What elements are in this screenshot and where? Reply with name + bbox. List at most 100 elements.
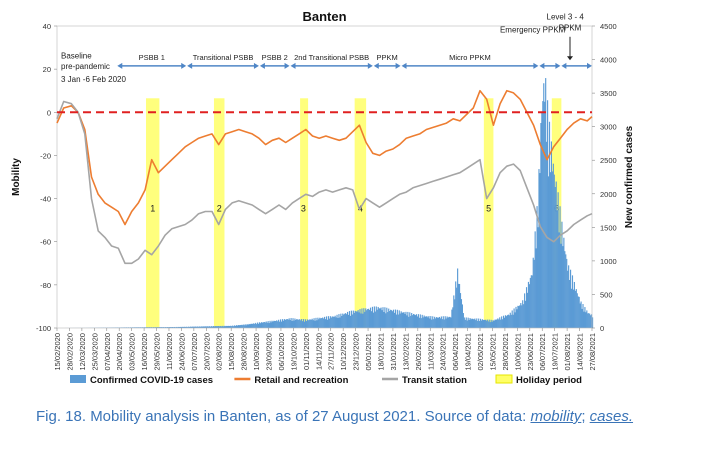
cases-bar bbox=[292, 318, 294, 328]
cases-bar bbox=[371, 306, 374, 328]
cases-link[interactable]: cases. bbox=[589, 408, 634, 425]
cases-bar bbox=[483, 319, 486, 328]
cases-bar bbox=[196, 326, 198, 328]
cases-bar bbox=[166, 327, 168, 328]
cases-bar bbox=[579, 303, 581, 328]
cases-bar bbox=[333, 316, 335, 328]
cases-bar bbox=[465, 317, 467, 328]
period-arrows: PSBB 1 Transitional PSBB PSBB 2 2nd Transit… bbox=[117, 53, 592, 69]
cases-bar bbox=[539, 173, 541, 328]
cases-bar bbox=[147, 327, 150, 328]
cases-bar bbox=[366, 310, 368, 328]
cases-bar bbox=[517, 305, 519, 328]
cases-bar bbox=[419, 314, 421, 328]
cases-bar bbox=[392, 309, 395, 328]
legend-swatch bbox=[70, 375, 86, 383]
cases-bar bbox=[436, 317, 439, 328]
cases-bar bbox=[510, 314, 512, 328]
cases-bar bbox=[287, 319, 289, 328]
cases-bar bbox=[145, 327, 147, 328]
cases-bar bbox=[507, 314, 509, 328]
cases-bar bbox=[244, 324, 246, 328]
cases-bar bbox=[335, 317, 337, 328]
cases-bar bbox=[127, 327, 129, 328]
cases-bar bbox=[198, 326, 200, 328]
cases-bar bbox=[528, 284, 530, 328]
cases-bar bbox=[168, 327, 171, 328]
cases-bar bbox=[299, 319, 301, 328]
cases-bar bbox=[170, 327, 173, 328]
cases-bar bbox=[262, 322, 264, 328]
cases-bar bbox=[413, 313, 415, 328]
cases-bar bbox=[582, 304, 584, 328]
x-tick-label: 07/07/2020 bbox=[190, 333, 199, 371]
cases-bar bbox=[463, 317, 465, 328]
cases-bar bbox=[317, 317, 319, 328]
cases-bar bbox=[500, 319, 502, 328]
cases-bar bbox=[129, 327, 131, 328]
cases-bar bbox=[167, 327, 169, 328]
cases-bar bbox=[400, 311, 402, 328]
x-tick-label: 28/05/2021 bbox=[501, 333, 510, 371]
cases-bar bbox=[409, 312, 411, 328]
retail-line bbox=[56, 89, 593, 226]
arrowhead-right bbox=[284, 62, 290, 69]
cases-bar bbox=[180, 326, 182, 328]
cases-bar bbox=[235, 325, 238, 328]
cases-bar bbox=[456, 287, 458, 328]
cases-bar bbox=[420, 318, 422, 328]
cases-bar bbox=[149, 327, 151, 328]
cases-bar bbox=[263, 321, 265, 328]
cases-bar bbox=[215, 326, 218, 328]
cases-bar bbox=[491, 321, 493, 328]
annotation: Baseline bbox=[61, 51, 92, 60]
cases-bar bbox=[361, 308, 363, 328]
cases-bar bbox=[396, 309, 398, 328]
cases-bar bbox=[289, 320, 291, 328]
cases-bar bbox=[331, 316, 333, 328]
cases-bar bbox=[330, 317, 332, 328]
cases-bar bbox=[138, 327, 140, 328]
cases-bars bbox=[64, 78, 594, 329]
cases-bar bbox=[326, 319, 329, 328]
mobility-lines bbox=[56, 89, 593, 265]
cases-bar bbox=[213, 326, 215, 328]
cases-bar bbox=[340, 313, 342, 328]
cases-bar bbox=[387, 312, 389, 328]
x-tick-label: 02/05/2021 bbox=[476, 333, 485, 371]
cases-bar bbox=[151, 327, 153, 328]
cases-bar bbox=[251, 323, 253, 328]
period-label: Transitional PSBB bbox=[193, 53, 254, 62]
y2-tick-label: 1000 bbox=[600, 257, 617, 266]
mobility-link[interactable]: mobility bbox=[530, 408, 582, 425]
cases-bar bbox=[341, 315, 343, 328]
cases-bar bbox=[204, 326, 206, 328]
cases-bar bbox=[498, 319, 500, 328]
cases-bar bbox=[230, 325, 232, 328]
cases-bar bbox=[346, 311, 349, 328]
cases-bar bbox=[460, 299, 463, 328]
cases-bar bbox=[435, 317, 438, 328]
cases-bar bbox=[241, 325, 243, 328]
cases-bar bbox=[430, 316, 432, 328]
x-tick-label: 07/04/2020 bbox=[103, 333, 112, 371]
cases-bar bbox=[478, 318, 480, 328]
cases-bar bbox=[568, 265, 570, 328]
cases-bar bbox=[194, 326, 196, 328]
x-tick-label: 31/01/2021 bbox=[389, 333, 398, 371]
cases-bar bbox=[336, 314, 338, 328]
cases-bar bbox=[375, 306, 377, 328]
cases-bar bbox=[569, 279, 571, 328]
cases-bar bbox=[144, 327, 146, 328]
cases-bar bbox=[302, 321, 304, 328]
cases-bar bbox=[578, 296, 580, 328]
cases-bar bbox=[547, 176, 550, 328]
cases-bar bbox=[559, 206, 561, 328]
cases-bar bbox=[458, 283, 460, 328]
cases-bar bbox=[358, 312, 360, 328]
cases-bar bbox=[320, 318, 322, 328]
x-tick-label: 20/07/2020 bbox=[202, 333, 211, 371]
cases-bar bbox=[487, 321, 489, 328]
cases-bar bbox=[359, 309, 361, 328]
cases-bar bbox=[448, 316, 450, 328]
